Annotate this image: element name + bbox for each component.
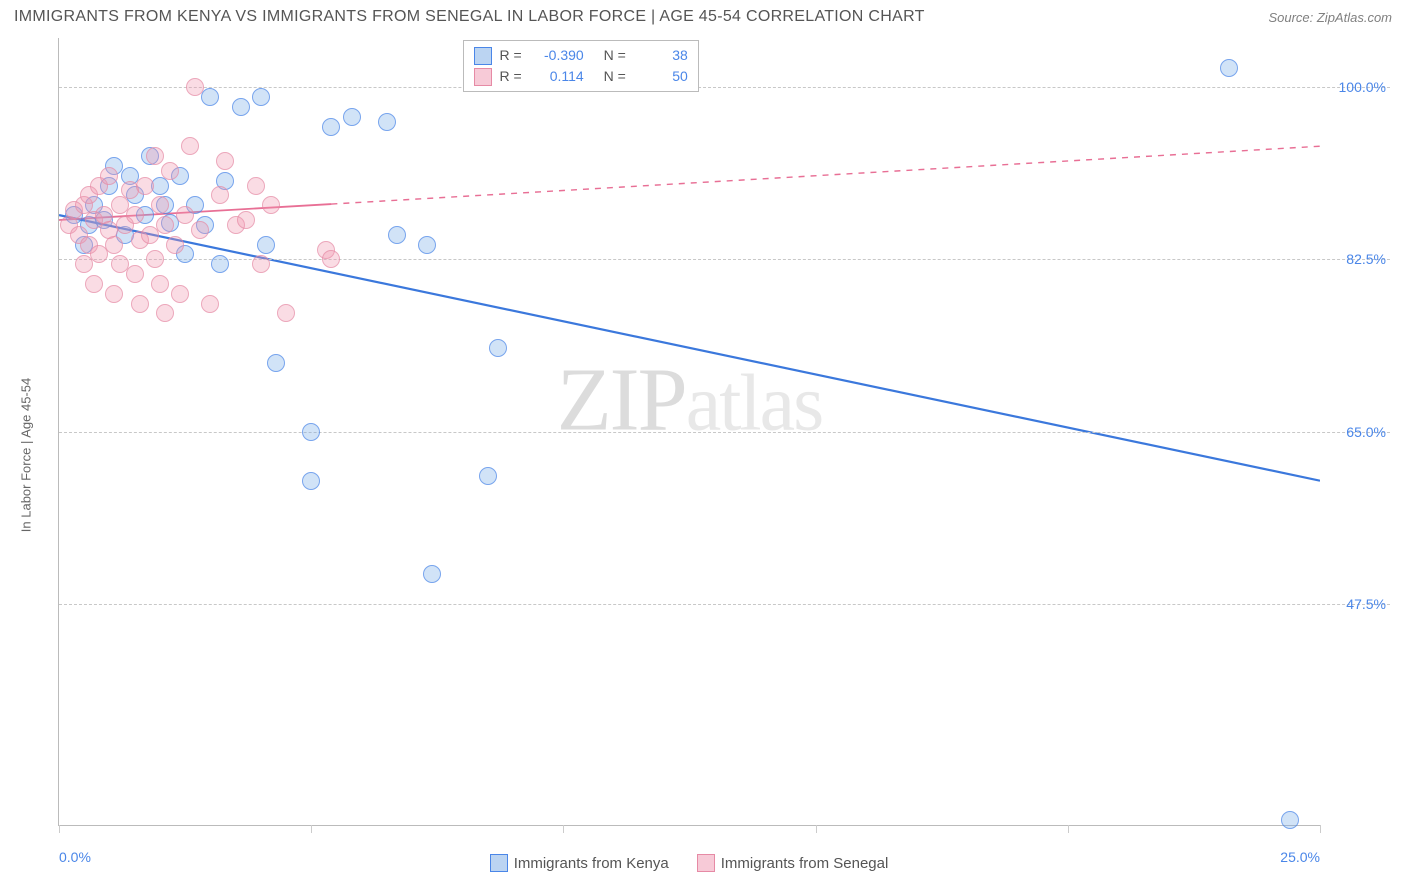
data-point-kenya xyxy=(232,98,250,116)
data-point-kenya xyxy=(418,236,436,254)
plot-area: ZIPatlas R = -0.390 N = 38 R = 0.114 N =… xyxy=(58,38,1320,826)
y-tick-label: 65.0% xyxy=(1346,424,1386,440)
data-point-senegal xyxy=(186,78,204,96)
data-point-senegal xyxy=(237,211,255,229)
legend-label-senegal: Immigrants from Senegal xyxy=(721,855,889,872)
correlation-legend: R = -0.390 N = 38 R = 0.114 N = 50 xyxy=(463,40,699,92)
data-point-kenya xyxy=(388,226,406,244)
data-point-senegal xyxy=(201,295,219,313)
series-legend: Immigrants from Kenya Immigrants from Se… xyxy=(58,854,1320,872)
n-label: N = xyxy=(604,66,626,87)
data-point-kenya xyxy=(489,339,507,357)
data-point-senegal xyxy=(322,250,340,268)
data-point-senegal xyxy=(151,275,169,293)
data-point-senegal xyxy=(191,221,209,239)
x-tick xyxy=(59,825,60,833)
source-attribution: Source: ZipAtlas.com xyxy=(1268,10,1392,25)
chart-title: IMMIGRANTS FROM KENYA VS IMMIGRANTS FROM… xyxy=(14,8,925,26)
data-point-senegal xyxy=(85,275,103,293)
data-point-senegal xyxy=(216,152,234,170)
data-point-kenya xyxy=(302,423,320,441)
y-axis-label: In Labor Force | Age 45-54 xyxy=(19,378,34,532)
legend-label-kenya: Immigrants from Kenya xyxy=(514,855,669,872)
data-point-senegal xyxy=(166,236,184,254)
data-point-kenya xyxy=(201,88,219,106)
data-point-senegal xyxy=(126,265,144,283)
data-point-senegal xyxy=(262,196,280,214)
chart-header: IMMIGRANTS FROM KENYA VS IMMIGRANTS FROM… xyxy=(0,0,1406,30)
data-point-senegal xyxy=(247,177,265,195)
y-tick-label: 100.0% xyxy=(1339,79,1386,95)
swatch-senegal-icon xyxy=(697,854,715,872)
data-point-kenya xyxy=(211,255,229,273)
data-point-senegal xyxy=(151,196,169,214)
data-point-senegal xyxy=(277,304,295,322)
y-tick-label: 82.5% xyxy=(1346,251,1386,267)
r-label: R = xyxy=(500,45,522,66)
n-value-senegal: 50 xyxy=(634,66,688,87)
gridline-horizontal xyxy=(59,432,1390,433)
x-tick xyxy=(816,825,817,833)
trendline-kenya xyxy=(59,215,1320,481)
data-point-kenya xyxy=(1281,811,1299,829)
swatch-senegal-icon xyxy=(474,68,492,86)
data-point-senegal xyxy=(146,147,164,165)
swatch-kenya-icon xyxy=(490,854,508,872)
data-point-kenya xyxy=(267,354,285,372)
legend-row-kenya: R = -0.390 N = 38 xyxy=(474,45,688,66)
r-value-kenya: -0.390 xyxy=(530,45,584,66)
gridline-horizontal xyxy=(59,604,1390,605)
data-point-kenya xyxy=(1220,59,1238,77)
data-point-senegal xyxy=(105,236,123,254)
data-point-senegal xyxy=(171,285,189,303)
data-point-senegal xyxy=(126,206,144,224)
data-point-senegal xyxy=(252,255,270,273)
x-tick xyxy=(1320,825,1321,833)
x-tick xyxy=(563,825,564,833)
y-tick-label: 47.5% xyxy=(1346,596,1386,612)
trendline-senegal-extrapolated xyxy=(331,146,1320,204)
data-point-senegal xyxy=(211,186,229,204)
r-label: R = xyxy=(500,66,522,87)
data-point-senegal xyxy=(161,162,179,180)
n-value-kenya: 38 xyxy=(634,45,688,66)
n-label: N = xyxy=(604,45,626,66)
x-tick xyxy=(311,825,312,833)
data-point-senegal xyxy=(131,295,149,313)
legend-item-senegal: Immigrants from Senegal xyxy=(697,854,889,872)
data-point-kenya xyxy=(378,113,396,131)
chart-container: In Labor Force | Age 45-54 ZIPatlas R = … xyxy=(14,38,1392,872)
legend-row-senegal: R = 0.114 N = 50 xyxy=(474,66,688,87)
data-point-kenya xyxy=(343,108,361,126)
x-tick xyxy=(1068,825,1069,833)
data-point-senegal xyxy=(136,177,154,195)
data-point-kenya xyxy=(423,565,441,583)
data-point-kenya xyxy=(322,118,340,136)
data-point-kenya xyxy=(257,236,275,254)
data-point-kenya xyxy=(252,88,270,106)
swatch-kenya-icon xyxy=(474,47,492,65)
legend-item-kenya: Immigrants from Kenya xyxy=(490,854,669,872)
r-value-senegal: 0.114 xyxy=(530,66,584,87)
data-point-senegal xyxy=(181,137,199,155)
data-point-senegal xyxy=(156,216,174,234)
data-point-senegal xyxy=(146,250,164,268)
data-point-kenya xyxy=(302,472,320,490)
data-point-senegal xyxy=(176,206,194,224)
data-point-senegal xyxy=(100,167,118,185)
data-point-senegal xyxy=(156,304,174,322)
data-point-senegal xyxy=(105,285,123,303)
data-point-senegal xyxy=(75,255,93,273)
watermark: ZIPatlas xyxy=(557,349,823,452)
data-point-kenya xyxy=(479,467,497,485)
